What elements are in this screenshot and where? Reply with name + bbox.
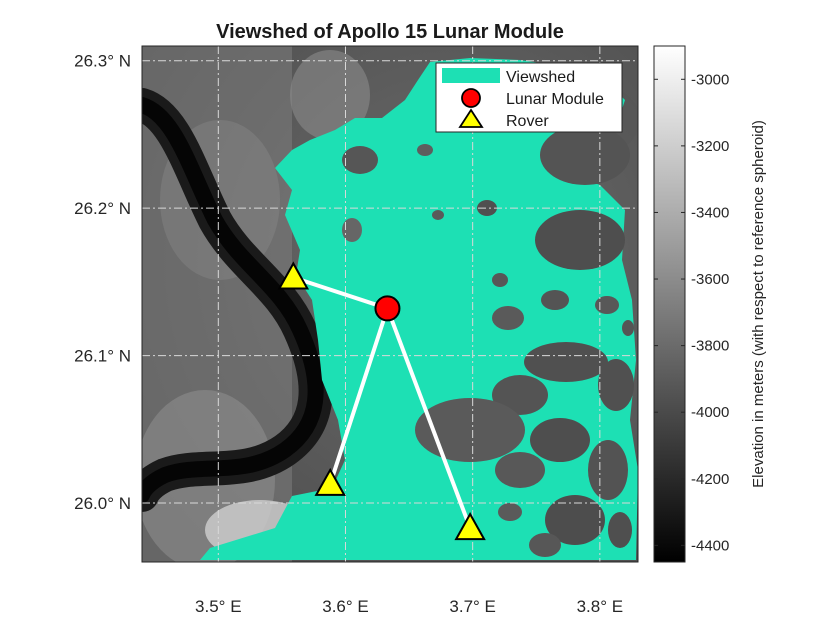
traverse-line-1 (328, 306, 390, 486)
legend-rover-icon (458, 108, 484, 128)
viewshed-holes (342, 125, 634, 557)
y-tick-label-2: 26.2° N (74, 199, 131, 218)
chart-title: Viewshed of Apollo 15 Lunar Module (216, 21, 564, 43)
viewshed-region (200, 58, 638, 560)
markers (277, 261, 486, 541)
colorbar-tick-label-3: -3600 (691, 271, 729, 288)
colorbar-tick-label-4: -3800 (691, 338, 729, 355)
rover-marker-2 (454, 512, 486, 541)
colorbar-ticks: -3000 -3200 -3400 -3600 -3800 -4000 -4200 -4400 (654, 71, 729, 554)
x-tick-label-1: 3.6° E (322, 597, 369, 616)
colorbar-tick-label-0: -3000 (691, 71, 729, 88)
colorbar-tick-label-6: -4200 (691, 471, 729, 488)
x-tick-label-3: 3.8° E (577, 597, 624, 616)
traverse-lines (291, 275, 473, 531)
y-tick-labels: 26.0° N 26.1° N 26.2° N 26.3° N (74, 52, 131, 513)
lunar-module-marker (374, 295, 401, 322)
colorbar-tick-label-5: -4000 (691, 404, 729, 421)
x-tick-label-0: 3.5° E (195, 597, 242, 616)
legend-lunar-module-label: Lunar Module (506, 91, 604, 108)
rover-marker-1 (314, 467, 346, 496)
x-tick-label-2: 3.7° E (449, 597, 496, 616)
y-tick-label-3: 26.3° N (74, 52, 131, 71)
rover-marker-0 (277, 261, 310, 290)
legend-viewshed-swatch (442, 68, 500, 83)
colorbar-tick-label-1: -3200 (691, 138, 729, 155)
traverse-line-2 (385, 306, 473, 531)
colorbar-tick-label-7: -4400 (691, 537, 729, 554)
legend: Viewshed Lunar Module Rover (435, 62, 623, 133)
colorbar-gradient (653, 45, 686, 563)
colorbar-tick-label-2: -3400 (691, 204, 729, 221)
x-tick-labels: 3.5° E 3.6° E 3.7° E 3.8° E (195, 597, 623, 616)
colorbar-label: Elevation in meters (with respect to ref… (750, 120, 767, 488)
legend-viewshed-label: Viewshed (506, 69, 575, 86)
traverse-line-0 (291, 275, 390, 311)
colorbar: -3000 -3200 -3400 -3600 -3800 -4000 -4200 -4400… (653, 45, 767, 563)
plot-frame (141, 45, 639, 563)
y-tick-label-1: 26.1° N (74, 347, 131, 366)
legend-rover-label: Rover (506, 113, 549, 130)
legend-lunar-module-icon (461, 88, 481, 108)
y-tick-label-0: 26.0° N (74, 494, 131, 513)
